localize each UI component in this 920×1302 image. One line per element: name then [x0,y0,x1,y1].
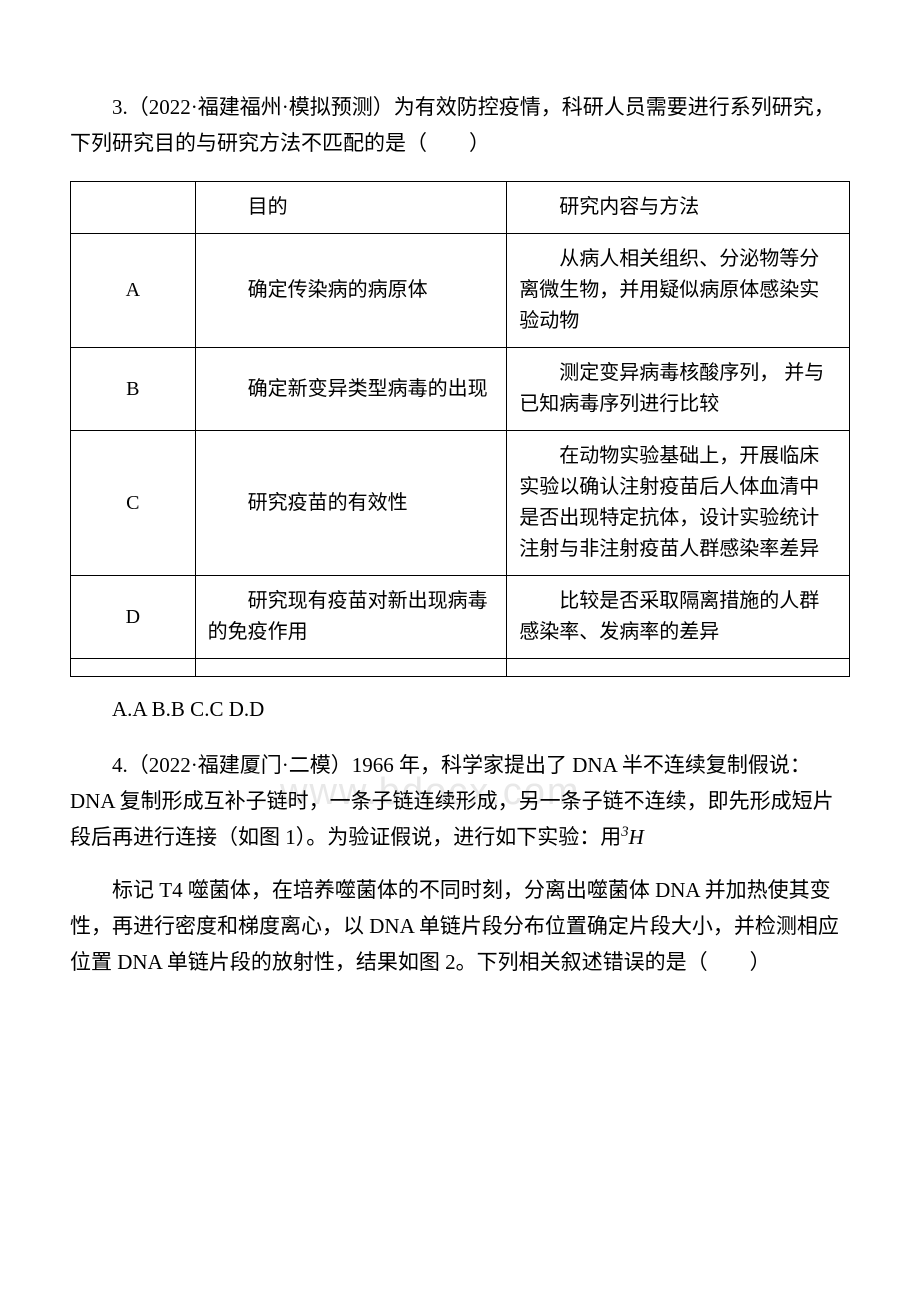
isotope-notation: 3H [621,825,644,849]
row-b-method: 测定变异病毒核酸序列， 并与已知病毒序列进行比较 [507,348,850,431]
question-4: 4.（2022·福建厦门·二模）1966 年，科学家提出了 DNA 半不连续复制… [70,748,850,980]
empty-cell [507,659,850,677]
header-method: 研究内容与方法 [507,182,850,234]
question-3-options: A.A B.B C.C D.D [70,697,850,722]
question-4-para2: 标记 T4 噬菌体，在培养噬菌体的不同时刻，分离出噬菌体 DNA 并加热使其变性… [70,873,850,980]
row-d-method: 比较是否采取隔离措施的人群感染率、发病率的差异 [507,576,850,659]
row-c-method: 在动物实验基础上，开展临床实验以确认注射疫苗后人体血清中是否出现特定抗体，设计实… [507,431,850,576]
row-a-purpose: 确定传染病的病原体 [195,234,507,348]
table-header-row: 目的 研究内容与方法 [71,182,850,234]
empty-cell [195,659,507,677]
header-purpose: 目的 [195,182,507,234]
table-row: B 确定新变异类型病毒的出现 测定变异病毒核酸序列， 并与已知病毒序列进行比较 [71,348,850,431]
row-c-label: C [71,431,196,576]
question-3-table: 目的 研究内容与方法 A 确定传染病的病原体 从病人相关组织、分泌物等分离微生物… [70,181,850,677]
question-3-prompt: 3.（2022·福建福州·模拟预测）为有效防控疫情，科研人员需要进行系列研究，下… [70,90,850,161]
isotope-element: H [629,825,644,849]
isotope-mass-number: 3 [621,824,628,840]
document-content: 3.（2022·福建福州·模拟预测）为有效防控疫情，科研人员需要进行系列研究，下… [70,90,850,981]
table-row: C 研究疫苗的有效性 在动物实验基础上，开展临床实验以确认注射疫苗后人体血清中是… [71,431,850,576]
table-row: D 研究现有疫苗对新出现病毒的免疫作用 比较是否采取隔离措施的人群感染率、发病率… [71,576,850,659]
table-empty-row [71,659,850,677]
row-b-label: B [71,348,196,431]
row-a-method: 从病人相关组织、分泌物等分离微生物，并用疑似病原体感染实验动物 [507,234,850,348]
row-d-purpose: 研究现有疫苗对新出现病毒的免疫作用 [195,576,507,659]
row-d-label: D [71,576,196,659]
table-row: A 确定传染病的病原体 从病人相关组织、分泌物等分离微生物，并用疑似病原体感染实… [71,234,850,348]
question-4-para1: 4.（2022·福建厦门·二模）1966 年，科学家提出了 DNA 半不连续复制… [70,748,850,855]
row-b-purpose: 确定新变异类型病毒的出现 [195,348,507,431]
empty-cell [71,659,196,677]
row-a-label: A [71,234,196,348]
header-label [71,182,196,234]
row-c-purpose: 研究疫苗的有效性 [195,431,507,576]
q4-para1-text: 4.（2022·福建厦门·二模）1966 年，科学家提出了 DNA 半不连续复制… [70,753,834,848]
